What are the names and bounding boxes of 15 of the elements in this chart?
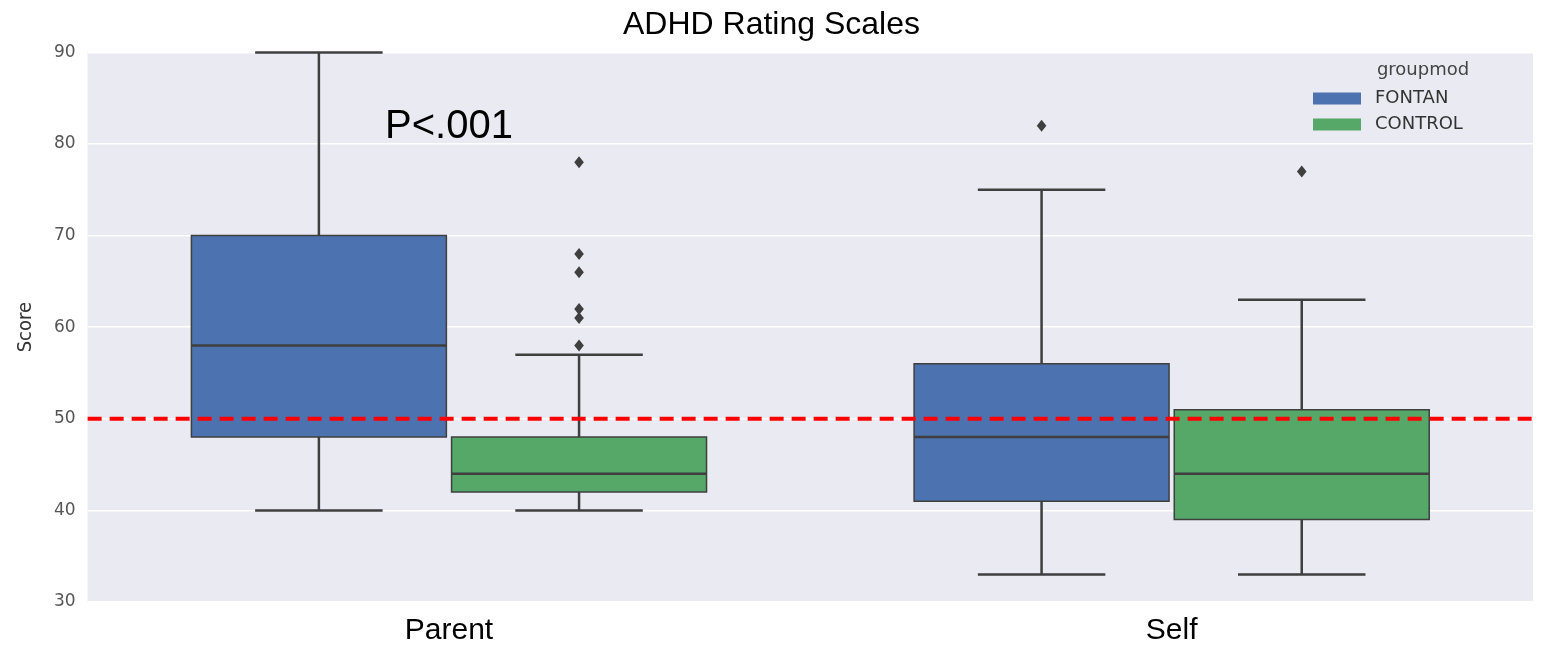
y-axis-title: Score <box>12 302 37 353</box>
y-tick-label: 60 <box>53 315 76 336</box>
legend-title: groupmod <box>1376 58 1470 80</box>
y-tick-label: 30 <box>53 590 76 611</box>
y-tick-label: 70 <box>53 224 76 245</box>
x-tick-label: Self <box>1145 612 1199 646</box>
y-tick-label: 80 <box>53 132 76 153</box>
chart-title: ADHD Rating Scales <box>623 5 920 42</box>
x-tick-label: Parent <box>404 612 494 646</box>
y-tick-label: 40 <box>53 498 76 519</box>
y-tick-label: 90 <box>53 40 76 61</box>
legend-label: CONTROL <box>1375 112 1463 134</box>
legend-label: FONTAN <box>1375 86 1449 108</box>
y-tick-label: 50 <box>53 407 76 428</box>
annotation: P<.001 <box>385 102 513 147</box>
